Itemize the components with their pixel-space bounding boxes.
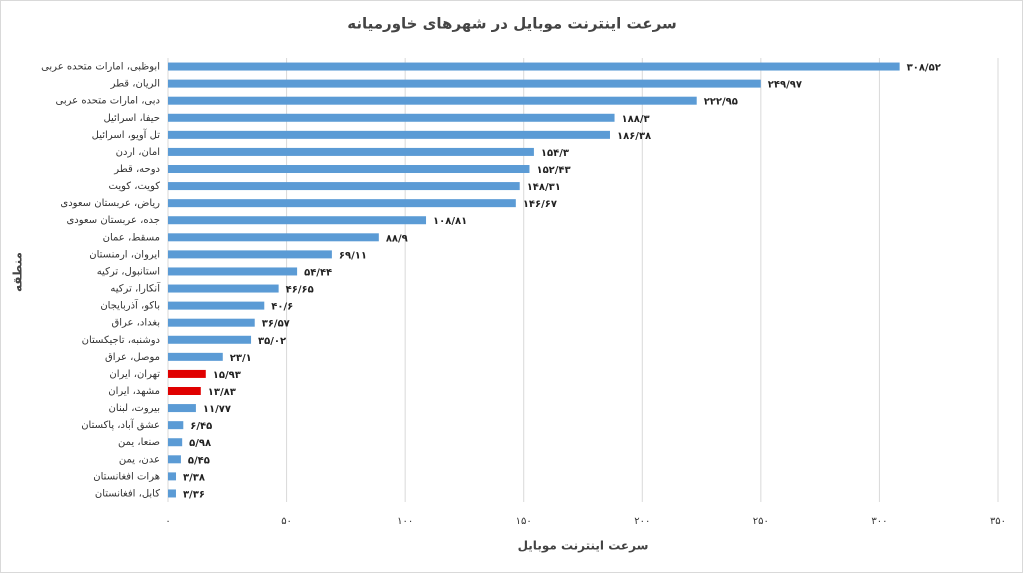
y-tick-label: آنکارا، ترکیه: [110, 282, 161, 295]
y-tick-label: الریان، قطر: [110, 79, 160, 90]
x-tick-label: ۵۰: [281, 516, 292, 527]
y-tick-label: ریاض، عربستان سعودی: [60, 198, 160, 209]
value-label: ۸۸/۹: [386, 233, 408, 244]
y-tick-label: ابوظبی، امارات متحده عربی: [41, 62, 160, 73]
value-label: ۱۵۴/۳: [541, 148, 569, 159]
value-label: ۲۳/۱: [230, 353, 252, 364]
bar: [168, 369, 206, 378]
value-label: ۱۴۸/۳۱: [527, 182, 561, 193]
bar: [168, 421, 184, 430]
x-axis-label: سرعت اینترنت موبایل: [518, 539, 649, 554]
y-tick-label: کویت، کویت: [109, 181, 161, 192]
y-tick-label: ایروان، ارمنستان: [89, 249, 160, 260]
y-tick-label: هرات افغانستان: [93, 471, 160, 482]
y-tick-label: مشهد، ایران: [108, 386, 160, 397]
bar: [168, 472, 177, 481]
x-tick-label: ۱۰۰: [397, 516, 413, 527]
y-tick-label: تهران، ایران: [109, 369, 160, 380]
y-tick-label: دوشنبه، تاجیکستان: [82, 335, 160, 346]
value-label: ۵۴/۴۴: [304, 267, 332, 278]
bar: [168, 301, 265, 310]
value-label: ۴۰/۶: [271, 302, 293, 313]
value-label: ۱۰۸/۸۱: [433, 216, 467, 227]
value-label: ۲۴۹/۹۷: [768, 80, 802, 91]
bar: [168, 284, 279, 293]
y-tick-label: عشق آباد، پاکستان: [81, 418, 160, 431]
x-tick-label: ۲۰۰: [634, 516, 650, 527]
x-tick-label: ۰: [165, 516, 170, 527]
value-label: ۴۶/۶۵: [286, 285, 314, 296]
bar: [168, 335, 252, 344]
value-label: ۳/۳۶: [183, 489, 205, 500]
value-label: ۲۲۲/۹۵: [704, 97, 738, 108]
bar: [168, 147, 534, 156]
value-label: ۱۸۸/۳: [622, 114, 650, 125]
bar: [168, 79, 761, 88]
value-label: ۶/۴۵: [190, 421, 212, 432]
y-tick-label: جده، عربستان سعودی: [66, 215, 160, 226]
bar: [168, 250, 332, 259]
y-tick-label: باکو، آذربایجان: [100, 299, 160, 312]
chart-title: سرعت اینترنت موبایل در شهرهای خاورمیانه: [347, 15, 676, 33]
y-tick-label: دوحه، قطر: [113, 164, 160, 175]
value-label: ۱۳/۸۳: [208, 387, 236, 398]
y-tick-label: دبی، امارات متحده عربی: [56, 96, 160, 107]
bar: [168, 489, 176, 498]
bar: [168, 438, 183, 447]
bar: [168, 199, 516, 208]
value-label: ۵/۹۸: [189, 438, 211, 449]
value-label: ۳/۳۸: [183, 472, 205, 483]
value-label: ۱۴۶/۶۷: [523, 199, 557, 210]
bar: [168, 318, 255, 327]
bar: [168, 352, 223, 361]
y-tick-label: حیفا، اسرائیل: [103, 113, 160, 124]
y-tick-label: امان، اردن: [116, 147, 160, 158]
y-tick-label: بغداد، عراق: [111, 318, 160, 329]
bar: [168, 267, 298, 276]
bar: [168, 216, 427, 225]
y-tick-label: عدن، یمن: [119, 454, 160, 465]
y-tick-label: مسقط، عمان: [103, 232, 160, 243]
value-label: ۱۵/۹۳: [213, 370, 241, 381]
y-tick-label: موصل، عراق: [105, 352, 160, 363]
value-label: ۳۶/۵۷: [262, 319, 290, 330]
bar: [168, 387, 201, 395]
bar: [168, 404, 196, 413]
x-tick-label: ۳۵۰: [990, 516, 1006, 527]
bar: [168, 165, 530, 173]
value-label: ۱۵۲/۴۳: [536, 165, 570, 176]
bar: [168, 182, 520, 191]
value-label: ۳۰۸/۵۲: [907, 63, 941, 74]
x-tick-label: ۱۵۰: [516, 516, 532, 527]
value-label: ۶۹/۱۱: [339, 250, 367, 261]
y-tick-label: بیروت، لبنان: [109, 403, 160, 414]
value-label: ۵/۴۵: [188, 455, 210, 466]
y-tick-label: صنعا، یمن: [118, 437, 160, 448]
y-tick-label: کابل، افغانستان: [95, 488, 160, 499]
value-label: ۳۵/۰۲: [258, 336, 286, 347]
bar: [168, 96, 697, 105]
value-label: ۱۸۶/۳۸: [617, 131, 651, 142]
y-tick-label: استانبول، ترکیه: [97, 266, 160, 277]
bar: [168, 233, 379, 242]
bar: [168, 455, 181, 464]
bar: [168, 130, 610, 139]
y-tick-label: تل آویو، اسرائیل: [92, 128, 161, 141]
bar: [168, 62, 900, 71]
x-tick-label: ۲۵۰: [753, 516, 769, 527]
y-axis-label: منطقه: [11, 252, 25, 292]
bar: [168, 113, 615, 122]
x-tick-label: ۳۰۰: [871, 516, 887, 527]
value-label: ۱۱/۷۷: [203, 404, 231, 415]
